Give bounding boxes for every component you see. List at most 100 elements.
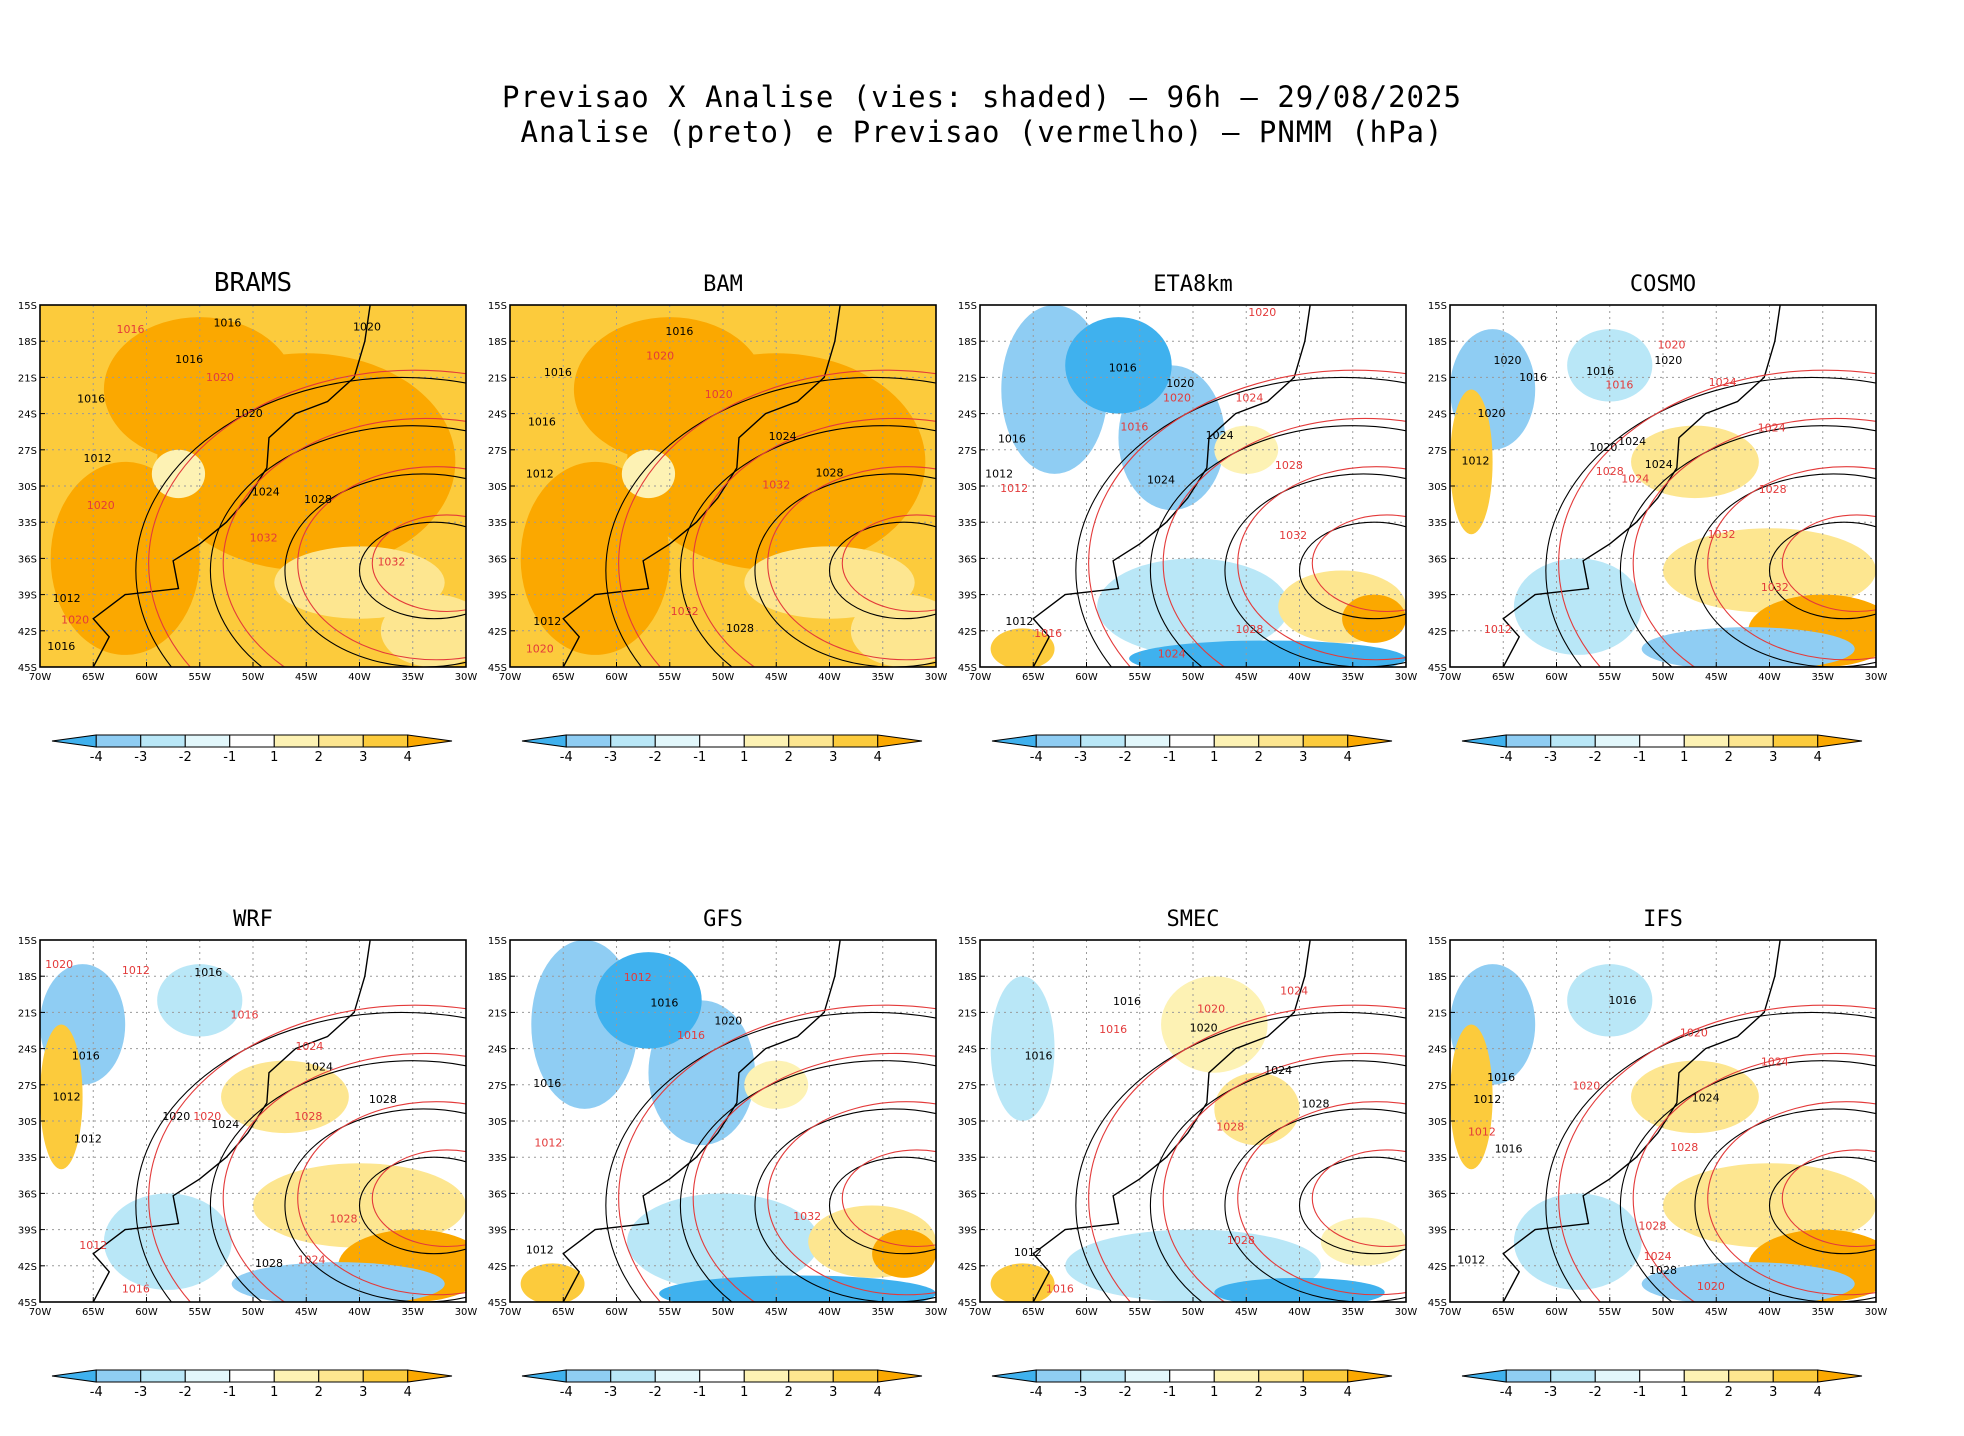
colorbar-label: -3 (1544, 750, 1557, 765)
y-tick-label: 36S (18, 554, 37, 565)
y-tick-label: 39S (958, 1226, 977, 1237)
colorbar-label: -3 (134, 750, 147, 765)
colorbar-label: 4 (404, 750, 412, 765)
x-tick-label: 65W (552, 672, 575, 683)
colorbar: -4 -3 -2 -1 1 2 3 4 (51, 1369, 453, 1400)
colorbar-min-arrow (991, 734, 1037, 748)
y-tick-label: 30S (488, 1117, 507, 1128)
y-tick-label: 45S (958, 663, 977, 674)
isobar (222, 1052, 466, 1302)
x-tick-label: 40W (348, 672, 371, 683)
contour-label: 1020 (1248, 306, 1276, 319)
y-tick-label: 30S (488, 482, 507, 493)
colorbar-bin (1169, 1369, 1215, 1383)
colorbar-label: 2 (1725, 750, 1733, 765)
contour-label: 1024 (1618, 435, 1646, 448)
x-tick-label: 35W (1341, 1307, 1364, 1318)
y-tick-label: 18S (958, 972, 977, 983)
contour-label: 1020 (45, 958, 73, 971)
isobar (618, 1004, 936, 1302)
colorbar-label: 3 (1769, 750, 1777, 765)
x-tick-label: 60W (1545, 1307, 1568, 1318)
contour-label: 1012 (1005, 615, 1033, 628)
contour-label: 1020 (1190, 1022, 1218, 1035)
colorbar-bin (1639, 1369, 1685, 1383)
y-tick-label: 42S (488, 1262, 507, 1273)
y-tick-label: 27S (18, 446, 37, 457)
contour-label: 1016 (1109, 361, 1137, 374)
contour-label: 1028 (816, 466, 844, 479)
y-tick-label: 27S (488, 446, 507, 457)
y-tick-label: 24S (488, 1045, 507, 1056)
x-tick-label: 50W (712, 1307, 735, 1318)
bias-field: 1016 1016 10201016102010161020101210201024… (40, 305, 466, 667)
y-tick-label: 33S (18, 518, 37, 529)
isobar (1149, 425, 1406, 667)
colorbar-bin (699, 1369, 745, 1383)
isobar (1224, 473, 1406, 667)
contour-label: 1012 (1462, 454, 1490, 467)
colorbar-label: -2 (179, 1385, 192, 1400)
bias-patch (1450, 389, 1493, 535)
colorbar-bin (184, 734, 231, 748)
x-tick-label: 70W (499, 1307, 522, 1318)
isobar (371, 1149, 466, 1248)
colorbar-bin (1683, 734, 1730, 748)
panel-bam: 1016 1016 1020 1020 1016 1024 1012 1028 1032 1032… (488, 272, 948, 765)
colorbar-bin (229, 1369, 275, 1383)
y-tick-label: 15S (1428, 936, 1447, 947)
contour-label: 1020 (235, 407, 263, 420)
colorbar: -4 -3 -2 -1 1 2 3 4 (1461, 734, 1863, 765)
y-tick-label: 27S (1428, 1081, 1447, 1092)
colorbar-bin (140, 734, 186, 748)
isobar (135, 376, 466, 667)
contour-label: 1024 (1645, 458, 1673, 471)
contour-label: 1016 (175, 353, 203, 366)
contour-label: 1028 (1759, 483, 1787, 496)
colorbar-max-arrow (1817, 734, 1863, 748)
panel-title: WRF (233, 907, 273, 932)
contour-label: 1028 (1235, 623, 1263, 636)
contour-label: 1024 (1147, 474, 1175, 487)
x-tick-label: 45W (1705, 672, 1728, 683)
y-tick-label: 27S (958, 446, 977, 457)
x-tick-label: 55W (188, 1307, 211, 1318)
contour-label: 1016 (528, 416, 556, 429)
y-tick-label: 27S (488, 1081, 507, 1092)
x-tick-label: 60W (605, 672, 628, 683)
contour-label: 1020 (1494, 354, 1522, 367)
colorbar-label: 1 (270, 1385, 278, 1400)
contour-label: 1012 (985, 468, 1013, 481)
x-tick-label: 30W (925, 672, 948, 683)
isobar (284, 473, 466, 667)
y-tick-label: 42S (1428, 1262, 1447, 1273)
colorbar-label: -1 (1163, 1385, 1176, 1400)
contour-label: 1016 (77, 393, 105, 406)
isobar (618, 369, 936, 667)
isobar (1694, 473, 1876, 667)
y-tick-label: 21S (488, 373, 507, 384)
colorbar-bin (1258, 1369, 1304, 1383)
colorbar-bin (140, 1369, 186, 1383)
contour-label: 1020 (1166, 377, 1194, 390)
contour-label: 1016 (1605, 378, 1633, 391)
colorbar-bin (1728, 734, 1774, 748)
colorbar-bin (743, 1369, 790, 1383)
contour-label: 1012 (79, 1239, 107, 1252)
panel-title: SMEC (1167, 907, 1220, 932)
colorbar-bin (95, 1369, 142, 1383)
x-tick-label: 45W (1705, 1307, 1728, 1318)
colorbar-label: 1 (1210, 750, 1218, 765)
contour-label: 1028 (1670, 1141, 1698, 1154)
isobar (297, 1101, 466, 1296)
x-tick-label: 65W (1492, 1307, 1515, 1318)
isobar (1311, 1149, 1406, 1248)
contour-label: 1012 (526, 1244, 554, 1257)
colorbar-bin (1035, 1369, 1082, 1383)
x-tick-label: 65W (82, 1307, 105, 1318)
contour-label: 1020 (1478, 407, 1506, 420)
isobar (692, 417, 936, 667)
x-tick-label: 40W (818, 672, 841, 683)
colorbar-bin (184, 1369, 231, 1383)
